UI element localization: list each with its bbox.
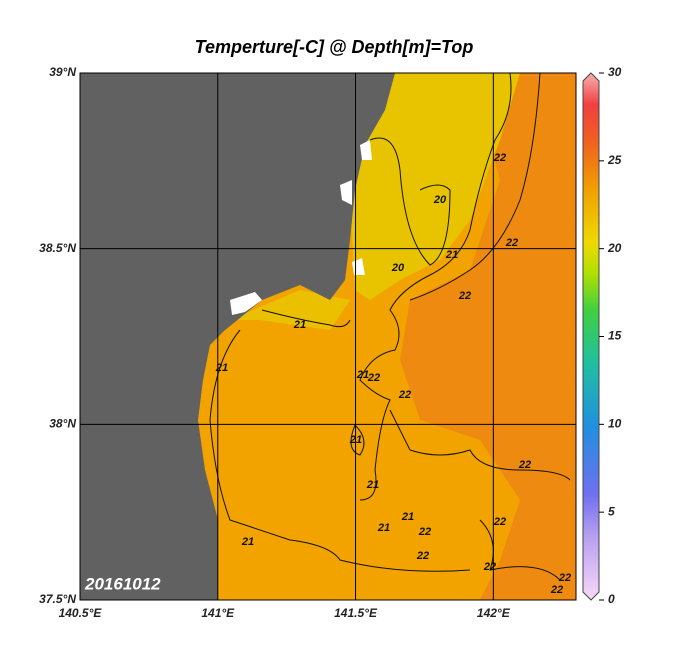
- no-data: [230, 292, 262, 315]
- contour-label: 22: [418, 526, 431, 538]
- colorbar-tick-label: 15: [608, 329, 622, 343]
- land: [80, 73, 395, 600]
- contour-label: 22: [367, 372, 380, 384]
- contour-label: 21: [401, 511, 414, 523]
- contour-label: 22: [398, 389, 411, 401]
- contour-label: 22: [493, 516, 506, 528]
- date-label: 20161012: [84, 574, 161, 593]
- contour-label: 21: [241, 536, 254, 548]
- y-tick-label: 39°N: [49, 65, 76, 79]
- contour-label: 21: [215, 362, 228, 374]
- contour-label: 22: [505, 237, 518, 249]
- colorbar-tick-label: 0: [608, 592, 615, 606]
- contour-label: 22: [518, 459, 531, 471]
- x-tick-label: 142°E: [477, 606, 511, 620]
- colorbar-tick-label: 25: [607, 153, 622, 167]
- cool-water: [350, 73, 520, 300]
- colorbar-tick-label: 30: [608, 65, 622, 79]
- colorbar-tick-label: 10: [608, 417, 622, 431]
- contour-label: 22: [483, 561, 496, 573]
- contour-label: 21: [356, 369, 369, 381]
- warm-water: [400, 73, 576, 600]
- cool-water: [230, 290, 350, 330]
- y-tick-label: 38.5°N: [39, 241, 76, 255]
- x-tick-label: 141°E: [201, 606, 235, 620]
- colorbar-tick-label: 5: [608, 504, 615, 518]
- contour-label: 21: [445, 249, 458, 261]
- contour-label: 21: [377, 522, 390, 534]
- contour-label: 22: [416, 550, 429, 562]
- contour-label: 22: [550, 584, 563, 596]
- y-tick-label: 37.5°N: [39, 592, 76, 606]
- map-area: 20161012 Ocean Data View 212120202122222…: [80, 73, 576, 600]
- contour-label: 22: [458, 290, 471, 302]
- contours: [209, 73, 571, 581]
- contour-label: 22: [558, 572, 571, 584]
- contour-label: 20: [433, 194, 447, 206]
- y-tick-label: 38°N: [49, 417, 76, 431]
- colorbar-scale: [582, 72, 600, 601]
- no-data: [340, 140, 372, 275]
- x-tick-label: 140.5°E: [59, 606, 103, 620]
- contour-label: 22: [493, 152, 506, 164]
- contour-label: 20: [391, 262, 405, 274]
- colorbar: [582, 72, 600, 601]
- x-tick-label: 141.5°E: [334, 606, 378, 620]
- title: Temperture[-C] @ Depth[m]=Top: [195, 37, 474, 57]
- contour-label: 21: [293, 319, 306, 331]
- colorbar-tick-label: 20: [607, 241, 622, 255]
- contour-label: 21: [366, 479, 379, 491]
